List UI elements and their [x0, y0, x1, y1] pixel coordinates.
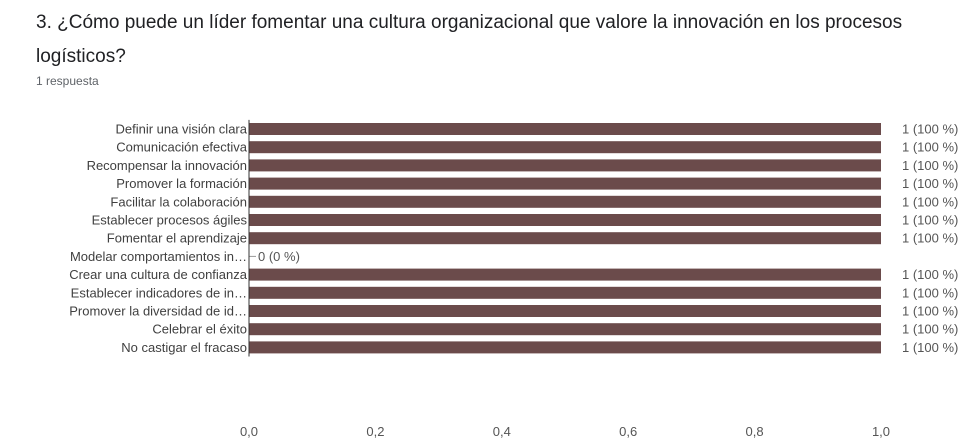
- category-label: Modelar comportamientos in…: [70, 249, 247, 264]
- category-label: Establecer indicadores de in…: [71, 285, 247, 300]
- x-tick-label: 1,0: [872, 424, 890, 439]
- value-label: 1 (100 %): [902, 340, 958, 355]
- x-tick-label: 0,4: [493, 424, 511, 439]
- bar: [249, 195, 881, 208]
- category-label: Facilitar la colaboración: [110, 194, 247, 209]
- category-label: No castigar el fracaso: [121, 340, 247, 355]
- bar: [249, 177, 881, 190]
- bar: [249, 323, 881, 336]
- category-label: Comunicación efectiva: [116, 140, 248, 155]
- value-label: 1 (100 %): [902, 122, 958, 137]
- bar: [249, 341, 881, 354]
- bar: [249, 232, 881, 245]
- category-label: Recompensar la innovación: [87, 158, 247, 173]
- category-label: Definir una visión clara: [115, 122, 247, 137]
- bar: [249, 286, 881, 299]
- question-title: 3. ¿Cómo puede un líder fomentar una cul…: [36, 12, 903, 67]
- bar: [249, 214, 881, 226]
- value-label: 1 (100 %): [902, 140, 958, 155]
- value-label: 1 (100 %): [902, 267, 958, 282]
- value-label: 1 (100 %): [902, 285, 958, 300]
- value-label: 1 (100 %): [902, 158, 958, 173]
- x-tick-label: 0,0: [240, 424, 258, 439]
- category-label: Crear una cultura de confianza: [69, 267, 248, 282]
- x-tick-label: 0,8: [746, 424, 764, 439]
- category-label: Promover la diversidad de id…: [69, 304, 247, 319]
- value-label: 1 (100 %): [902, 194, 958, 209]
- category-label: Fomentar el aprendizaje: [107, 231, 247, 246]
- bar: [249, 141, 881, 154]
- value-label: 1 (100 %): [902, 231, 958, 246]
- x-tick-label: 0,2: [366, 424, 384, 439]
- bar: [249, 159, 881, 172]
- bar: [249, 123, 881, 135]
- value-label: 0 (0 %): [258, 249, 300, 264]
- value-label: 1 (100 %): [902, 176, 958, 191]
- x-tick-label: 0,6: [619, 424, 637, 439]
- category-label: Establecer procesos ágiles: [92, 213, 248, 228]
- bar: [249, 268, 881, 281]
- category-label: Promover la formación: [116, 176, 247, 191]
- bar: [249, 305, 881, 317]
- response-count: 1 respuesta: [36, 74, 99, 88]
- value-label: 1 (100 %): [902, 213, 958, 228]
- category-label: Celebrar el éxito: [152, 322, 247, 337]
- value-label: 1 (100 %): [902, 322, 958, 337]
- value-label: 1 (100 %): [902, 304, 958, 319]
